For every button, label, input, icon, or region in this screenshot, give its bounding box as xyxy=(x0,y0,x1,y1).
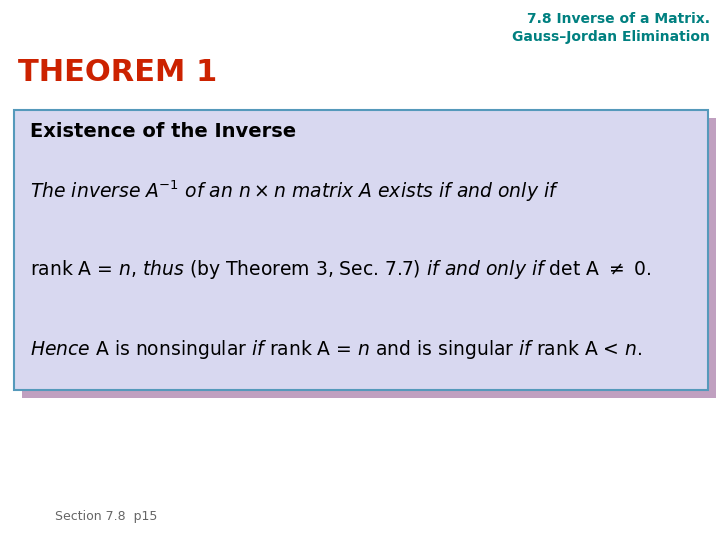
FancyBboxPatch shape xyxy=(22,118,716,398)
FancyBboxPatch shape xyxy=(14,110,708,390)
Text: Gauss–Jordan Elimination: Gauss–Jordan Elimination xyxy=(512,30,710,44)
Text: rank A = $\mathit{n}$, $\mathit{thus}$ (by Theorem 3, Sec. 7.7) $\mathit{if\ and: rank A = $\mathit{n}$, $\mathit{thus}$ (… xyxy=(30,258,652,281)
Text: THEOREM 1: THEOREM 1 xyxy=(18,58,217,87)
Text: Existence of the Inverse: Existence of the Inverse xyxy=(30,122,296,141)
Text: $\mathit{The\ inverse\ }$$\mathit{A}$$^{-1}$$\mathit{\ of\ an\ n \times n\ matri: $\mathit{The\ inverse\ }$$\mathit{A}$$^{… xyxy=(30,178,559,204)
Text: Section 7.8  p15: Section 7.8 p15 xyxy=(55,510,158,523)
Text: 7.8 Inverse of a Matrix.: 7.8 Inverse of a Matrix. xyxy=(527,12,710,26)
Text: $\mathit{Hence}$ A is nonsingular $\mathit{if}$ rank A = $\mathit{n}$ and is sin: $\mathit{Hence}$ A is nonsingular $\math… xyxy=(30,338,642,361)
